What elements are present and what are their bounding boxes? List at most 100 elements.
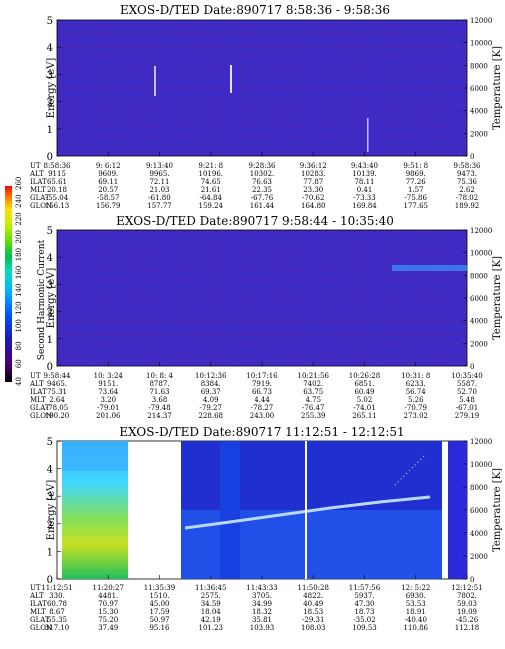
row-label: MLT bbox=[30, 608, 46, 616]
colorbar-tick-label: 120 bbox=[15, 301, 23, 314]
table-cell: 20.57 bbox=[98, 186, 118, 194]
table-cell: 10: 3:24 bbox=[94, 372, 124, 380]
table-cell: 70.97 bbox=[98, 600, 118, 608]
table-cell: 95.16 bbox=[149, 624, 170, 632]
table-cell: 214.37 bbox=[147, 412, 172, 420]
panel-1-yticks: 0 1 2 3 4 5 0 2000 4000 6000 8000 10000 12000 bbox=[47, 16, 493, 163]
table-cell: 18.53 bbox=[303, 608, 323, 616]
table-cell: 9115 bbox=[48, 170, 66, 178]
table-cell: 66.73 bbox=[252, 388, 272, 396]
row-label: GLAT bbox=[30, 194, 50, 202]
row-label: GLON bbox=[30, 412, 52, 420]
table-cell: -55.04 bbox=[46, 194, 69, 202]
y2tick-label: 2000 bbox=[470, 130, 488, 138]
table-cell: 8.67 bbox=[49, 608, 65, 616]
table-cell: 69.11 bbox=[98, 178, 118, 186]
table-cell: 9:51: 8 bbox=[403, 162, 428, 170]
table-cell: 103.93 bbox=[250, 624, 275, 632]
table-cell: 17.59 bbox=[149, 608, 169, 616]
table-cell: 75.31 bbox=[47, 388, 67, 396]
colorbar-tick-label: 160 bbox=[15, 266, 23, 279]
table-cell: 53.53 bbox=[406, 600, 426, 608]
table-cell: 18.32 bbox=[252, 608, 272, 616]
table-cell: 5937. bbox=[354, 592, 374, 600]
ytick-label: 2 bbox=[47, 308, 53, 319]
table-cell: 18.73 bbox=[354, 608, 374, 616]
y2tick-label: 2000 bbox=[470, 553, 488, 561]
table-cell: 4481. bbox=[98, 592, 118, 600]
colorbar-tick-label: 240 bbox=[15, 194, 23, 207]
table-cell: 10:35:40 bbox=[451, 372, 482, 380]
table-cell: 15.30 bbox=[98, 608, 118, 616]
ytick-label: 5 bbox=[47, 437, 53, 448]
table-cell: -29.31 bbox=[302, 616, 324, 624]
panel-3-block-b-mid bbox=[220, 441, 240, 579]
table-cell: 189.92 bbox=[455, 202, 480, 210]
y2tick-label: 8000 bbox=[470, 272, 488, 280]
table-cell: 9609. bbox=[98, 170, 118, 178]
row-label: UT bbox=[30, 162, 41, 170]
y2tick-label: 2000 bbox=[470, 340, 488, 348]
row-label: ALT bbox=[29, 592, 44, 600]
panel-1-title: EXOS-D/TED Date:890717 8:58:36 - 9:58:36 bbox=[120, 3, 390, 17]
table-cell: -70.62 bbox=[302, 194, 324, 202]
panel-3-yticks: 0 1 2 3 4 5 0 2000 4000 6000 8000 10000 12000 bbox=[47, 437, 493, 586]
table-cell: -78.27 bbox=[251, 404, 273, 412]
colorbar-gradient bbox=[5, 186, 12, 382]
table-cell: 10:31: 8 bbox=[401, 372, 430, 380]
table-cell: 77.87 bbox=[303, 178, 323, 186]
ytick-label: 2 bbox=[47, 98, 53, 109]
table-cell: 273.02 bbox=[404, 412, 429, 420]
row-label: GLAT bbox=[30, 404, 50, 412]
table-cell: 8:58:36 bbox=[44, 162, 72, 170]
panel-2: EXOS-D/TED Date:890717 9:58:44 - 10:35:4… bbox=[29, 214, 503, 420]
panel-1-plot bbox=[56, 19, 468, 157]
table-cell: 74.65 bbox=[201, 178, 221, 186]
colorbar-ticks: 40 60 80 100 120 140 160 180 200 220 240 260 bbox=[15, 177, 23, 386]
y2tick-label: 12000 bbox=[470, 438, 492, 446]
panel-2-ylabel: Energy [eV] bbox=[46, 268, 57, 329]
table-cell: 12:12:51 bbox=[451, 584, 482, 592]
panel-2-y2label: Temperature [K] bbox=[492, 256, 503, 340]
table-cell: 60.78 bbox=[47, 600, 67, 608]
table-cell: 6851. bbox=[354, 380, 374, 388]
table-cell: -75.86 bbox=[405, 194, 428, 202]
y2tick-label: 12000 bbox=[470, 17, 492, 25]
ytick-label: 1 bbox=[47, 335, 53, 346]
table-cell: 9:58:36 bbox=[454, 162, 482, 170]
row-label: GLON bbox=[30, 202, 52, 210]
table-cell: 265.11 bbox=[352, 412, 377, 420]
y2tick-label: 10000 bbox=[470, 461, 492, 469]
table-cell: 11:12:51 bbox=[41, 584, 72, 592]
table-cell: -58.57 bbox=[97, 194, 119, 202]
table-cell: 109.53 bbox=[352, 624, 377, 632]
table-cell: -74.01 bbox=[353, 404, 375, 412]
y2tick-label: 0 bbox=[470, 576, 474, 584]
table-cell: 12: 5:22 bbox=[401, 584, 430, 592]
table-cell: 161.44 bbox=[250, 202, 275, 210]
colorbar-tick-label: 100 bbox=[15, 319, 23, 332]
colorbar-tick-label: 40 bbox=[15, 377, 23, 386]
table-cell: 4822. bbox=[303, 592, 323, 600]
table-cell: 108.03 bbox=[301, 624, 326, 632]
y2tick-label: 0 bbox=[470, 153, 474, 161]
row-label: UT bbox=[30, 584, 41, 592]
table-cell: 47.30 bbox=[354, 600, 374, 608]
table-cell: 76.63 bbox=[252, 178, 272, 186]
table-cell: 157.77 bbox=[147, 202, 172, 210]
table-cell: 330. bbox=[49, 592, 65, 600]
table-cell: 34.59 bbox=[201, 600, 221, 608]
ytick-label: 1 bbox=[47, 547, 53, 558]
table-cell: 9473. bbox=[457, 170, 477, 178]
table-cell: 6930. bbox=[406, 592, 426, 600]
table-cell: 11:36:45 bbox=[195, 584, 226, 592]
table-cell: 59.03 bbox=[457, 600, 477, 608]
y2tick-label: 4000 bbox=[470, 318, 488, 326]
table-cell: 75.20 bbox=[98, 616, 118, 624]
row-label: GLON bbox=[30, 624, 52, 632]
y2tick-label: 8000 bbox=[470, 484, 488, 492]
table-cell: -79.01 bbox=[97, 404, 119, 412]
ytick-label: 3 bbox=[47, 280, 53, 291]
ytick-label: 2 bbox=[47, 520, 53, 531]
